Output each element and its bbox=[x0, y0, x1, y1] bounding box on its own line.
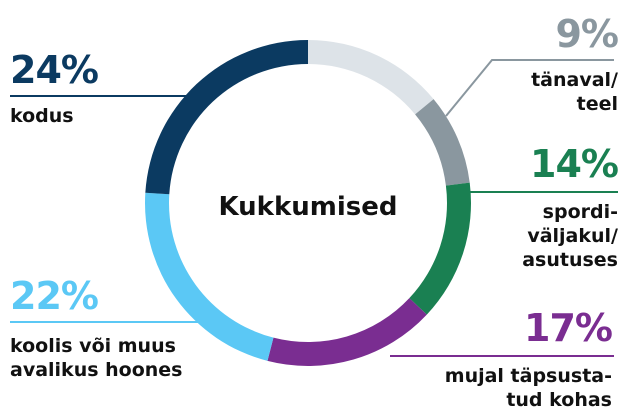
donut-segment bbox=[415, 99, 470, 186]
category-label: koolis või muus avalikus hoones bbox=[10, 335, 183, 381]
value-label: 22% bbox=[10, 274, 99, 318]
category-label: spordi- väljakul/ asutuses bbox=[522, 201, 618, 271]
leader-line bbox=[445, 59, 614, 117]
chart-title: Kukkumised bbox=[218, 192, 397, 222]
category-label: mujal täpsusta- tud kohas bbox=[444, 365, 612, 411]
category-label: tänaval/ teel bbox=[531, 69, 618, 115]
donut-segment bbox=[409, 182, 471, 315]
value-label: 9% bbox=[555, 12, 619, 56]
value-label: 17% bbox=[524, 306, 613, 350]
donut-segment bbox=[145, 40, 308, 195]
category-label: kodus bbox=[10, 105, 74, 127]
value-label: 24% bbox=[10, 48, 99, 92]
donut-segment bbox=[145, 192, 274, 361]
donut-segment bbox=[308, 40, 434, 115]
value-label: 14% bbox=[530, 142, 619, 186]
donut-segment bbox=[267, 298, 427, 366]
